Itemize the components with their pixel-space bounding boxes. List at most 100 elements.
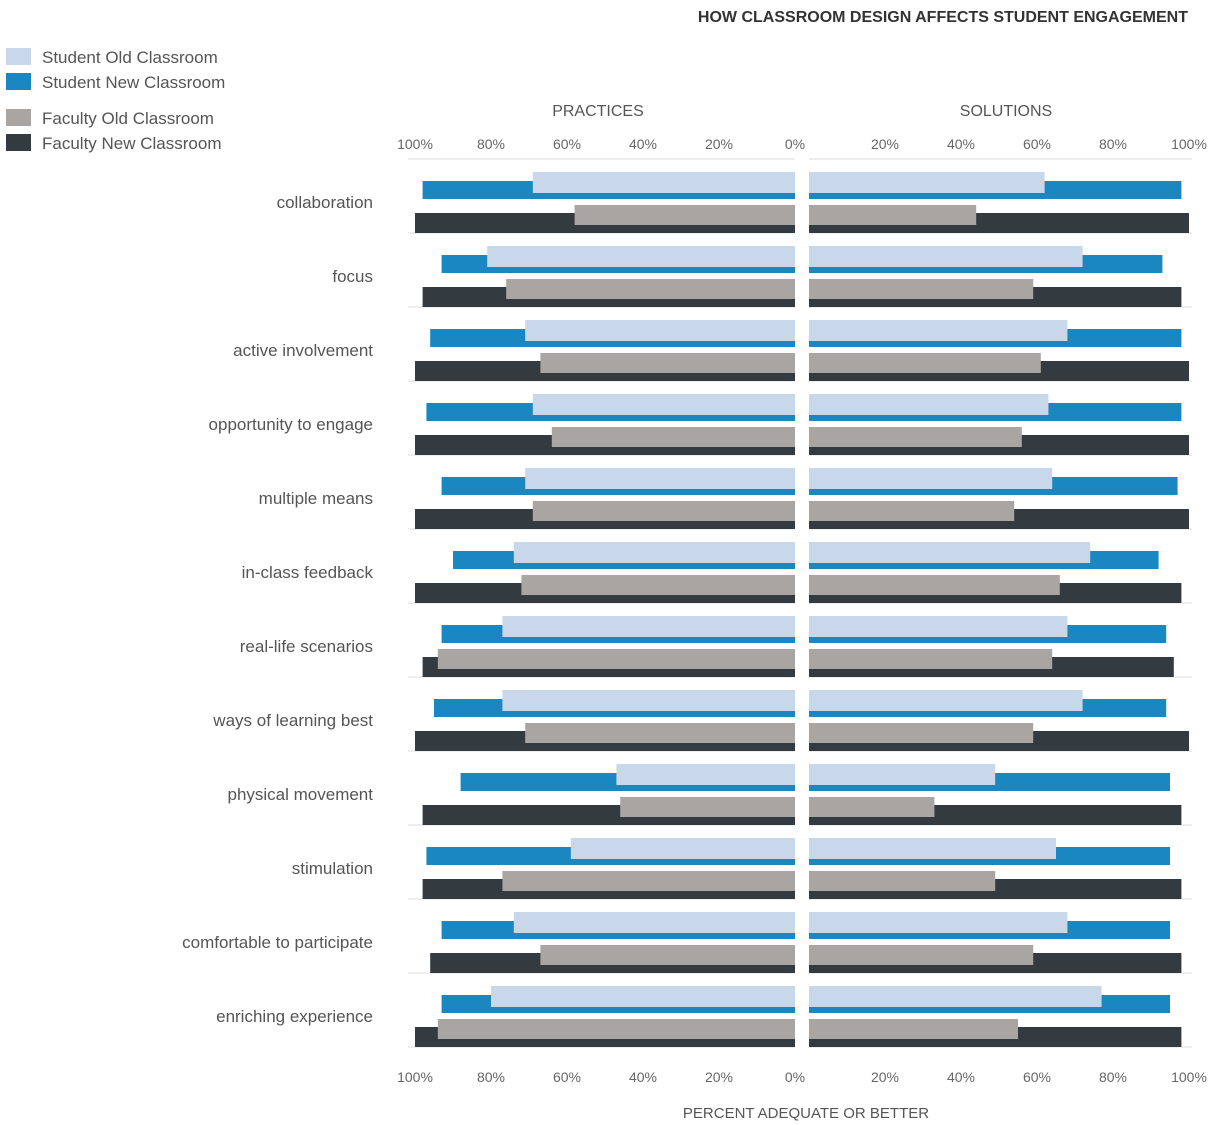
tick-label-bottom: 80% bbox=[477, 1069, 505, 1085]
legend-swatch bbox=[6, 109, 31, 126]
bars bbox=[415, 172, 1189, 1047]
bar-faculty-old-solutions bbox=[809, 427, 1022, 447]
bar-student-old-practices bbox=[532, 172, 795, 193]
legend: Student Old Classroom Student New Classro… bbox=[6, 48, 225, 153]
panel-title-practices: PRACTICES bbox=[552, 103, 644, 120]
bar-faculty-old-practices bbox=[525, 723, 795, 743]
tick-label-top: 40% bbox=[947, 136, 975, 152]
tick-label-bottom: 0% bbox=[785, 1069, 805, 1085]
bar-student-old-solutions bbox=[809, 912, 1068, 933]
tick-label-bottom: 60% bbox=[553, 1069, 581, 1085]
bar-faculty-old-solutions bbox=[809, 649, 1053, 669]
tick-label-top: 60% bbox=[553, 136, 581, 152]
category-label: ways of learning best bbox=[212, 711, 373, 730]
bar-student-old-practices bbox=[491, 986, 795, 1007]
bar-student-old-practices bbox=[616, 764, 795, 785]
tick-label-bottom: 40% bbox=[629, 1069, 657, 1085]
bar-faculty-old-practices bbox=[437, 1019, 795, 1039]
bar-student-old-practices bbox=[525, 320, 795, 341]
bar-student-old-practices bbox=[502, 616, 795, 637]
bar-faculty-old-practices bbox=[540, 945, 795, 965]
x-axis-label: PERCENT ADEQUATE OR BETTER bbox=[683, 1105, 929, 1122]
tick-label-top: 80% bbox=[1099, 136, 1127, 152]
tick-label-top: 100% bbox=[1171, 136, 1207, 152]
legend-label: Faculty Old Classroom bbox=[42, 109, 214, 128]
bar-faculty-old-solutions bbox=[809, 501, 1015, 521]
tick-label-top: 60% bbox=[1023, 136, 1051, 152]
legend-label: Faculty New Classroom bbox=[42, 134, 222, 153]
chart-title: HOW CLASSROOM DESIGN AFFECTS STUDENT ENG… bbox=[698, 9, 1188, 26]
bar-student-old-solutions bbox=[809, 542, 1091, 563]
tick-label-bottom: 60% bbox=[1023, 1069, 1051, 1085]
tick-label-bottom: 100% bbox=[397, 1069, 433, 1085]
legend-swatch bbox=[6, 73, 31, 90]
category-label: focus bbox=[332, 267, 373, 286]
category-label: stimulation bbox=[292, 859, 373, 878]
category-label: in-class feedback bbox=[242, 563, 374, 582]
bar-student-old-practices bbox=[570, 838, 795, 859]
bar-student-old-solutions bbox=[809, 986, 1102, 1007]
tick-label-bottom: 20% bbox=[871, 1069, 899, 1085]
bar-faculty-old-practices bbox=[532, 501, 795, 521]
bar-faculty-old-solutions bbox=[809, 353, 1041, 373]
bottom-axis-ticks: 100% 80% 60% 40% 20% 0% 20% 40% 60% 80% 100% bbox=[397, 1069, 1207, 1085]
legend-label: Student New Classroom bbox=[42, 73, 225, 92]
bar-student-old-practices bbox=[513, 912, 795, 933]
bar-faculty-old-solutions bbox=[809, 797, 935, 817]
category-label: enriching experience bbox=[216, 1007, 373, 1026]
tick-label-bottom: 20% bbox=[705, 1069, 733, 1085]
tick-label-top: 100% bbox=[397, 136, 433, 152]
bar-student-old-solutions bbox=[809, 616, 1068, 637]
bar-student-old-solutions bbox=[809, 468, 1053, 489]
bar-student-old-practices bbox=[532, 394, 795, 415]
bar-faculty-old-practices bbox=[502, 871, 795, 891]
bar-student-old-solutions bbox=[809, 764, 996, 785]
bar-student-old-practices bbox=[487, 246, 795, 267]
tick-label-bottom: 100% bbox=[1171, 1069, 1207, 1085]
category-label: multiple means bbox=[259, 489, 373, 508]
bar-faculty-old-solutions bbox=[809, 205, 977, 225]
bar-faculty-old-solutions bbox=[809, 575, 1060, 595]
bar-student-old-practices bbox=[513, 542, 795, 563]
bar-faculty-old-solutions bbox=[809, 945, 1034, 965]
tick-label-bottom: 40% bbox=[947, 1069, 975, 1085]
category-labels: collaboration focus active involvement oppo… bbox=[182, 193, 373, 1026]
category-label: comfortable to participate bbox=[182, 933, 373, 952]
legend-swatch bbox=[6, 134, 31, 151]
panel-title-solutions: SOLUTIONS bbox=[960, 103, 1052, 120]
tick-label-top: 20% bbox=[871, 136, 899, 152]
bar-faculty-old-practices bbox=[437, 649, 795, 669]
bar-student-old-solutions bbox=[809, 394, 1049, 415]
category-label: real-life scenarios bbox=[240, 637, 373, 656]
bar-faculty-old-solutions bbox=[809, 279, 1034, 299]
category-label: active involvement bbox=[233, 341, 373, 360]
category-label: physical movement bbox=[227, 785, 373, 804]
category-label: collaboration bbox=[277, 193, 373, 212]
bar-faculty-old-solutions bbox=[809, 871, 996, 891]
bar-faculty-old-solutions bbox=[809, 723, 1034, 743]
bar-student-old-practices bbox=[502, 690, 795, 711]
legend-label: Student Old Classroom bbox=[42, 48, 218, 67]
bar-faculty-old-practices bbox=[540, 353, 795, 373]
center-divider bbox=[795, 157, 809, 1057]
bar-faculty-old-practices bbox=[620, 797, 795, 817]
legend-swatch bbox=[6, 48, 31, 65]
tick-label-top: 0% bbox=[785, 136, 805, 152]
bar-student-old-solutions bbox=[809, 246, 1083, 267]
tick-label-top: 80% bbox=[477, 136, 505, 152]
tick-label-top: 20% bbox=[705, 136, 733, 152]
top-axis-ticks: 100% 80% 60% 40% 20% 0% 20% 40% 60% 80% 100% bbox=[397, 136, 1207, 152]
bar-faculty-old-solutions bbox=[809, 1019, 1018, 1039]
bar-student-old-solutions bbox=[809, 838, 1056, 859]
bar-student-old-solutions bbox=[809, 320, 1068, 341]
bar-student-old-solutions bbox=[809, 690, 1083, 711]
bar-faculty-old-practices bbox=[574, 205, 795, 225]
tick-label-bottom: 80% bbox=[1099, 1069, 1127, 1085]
bar-student-old-practices bbox=[525, 468, 795, 489]
bar-student-old-solutions bbox=[809, 172, 1045, 193]
category-label: opportunity to engage bbox=[209, 415, 373, 434]
bar-faculty-old-practices bbox=[521, 575, 795, 595]
tick-label-top: 40% bbox=[629, 136, 657, 152]
bar-faculty-old-practices bbox=[506, 279, 795, 299]
